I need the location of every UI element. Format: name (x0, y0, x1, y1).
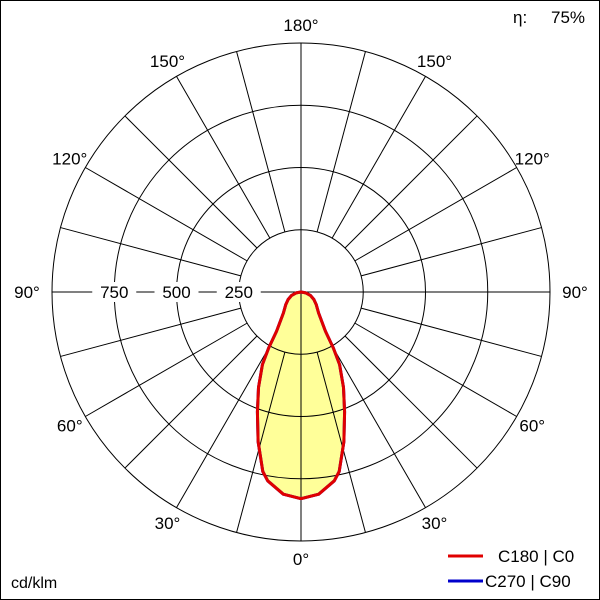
angle-label-60: 60° (519, 417, 545, 436)
grid-spoke-285 (60, 307, 242, 357)
grid-spoke-240 (85, 167, 248, 262)
angle-label-150: 150° (417, 52, 452, 71)
grid-spoke-195 (236, 51, 286, 233)
angle-label-90: 90° (14, 283, 40, 302)
grid-spoke-60 (354, 322, 517, 417)
angle-label-90: 90° (562, 283, 588, 302)
tick-label-bg (92, 282, 137, 302)
grid-spoke-15 (316, 351, 366, 533)
angle-label-bg (5, 282, 49, 302)
grid-spoke-75 (360, 307, 542, 357)
grid-spoke-150 (331, 76, 426, 239)
series-curve-c180-c0 (255, 290, 347, 501)
grid-spoke-300 (85, 322, 248, 417)
grid-spoke-225 (124, 115, 258, 249)
radial-tick-label: 500 (162, 283, 190, 302)
grid-spoke-210 (176, 76, 271, 239)
grid-spoke-165 (316, 51, 366, 233)
grid-spoke-315 (124, 335, 258, 469)
angle-label-120: 120° (515, 150, 550, 169)
angle-label-60: 60° (57, 417, 83, 436)
efficiency-label: η: (513, 8, 527, 27)
tick-label-bg (154, 282, 199, 302)
grid-spoke-120 (354, 167, 517, 262)
grid-spoke-135 (344, 115, 478, 249)
grid-spoke-105 (360, 227, 542, 277)
angle-label-150: 150° (150, 52, 185, 71)
grid-spoke-345 (236, 351, 286, 533)
angle-label-0: 0° (293, 550, 309, 569)
unit-label: cd/klm (11, 575, 57, 592)
grid-spoke-45 (344, 335, 478, 469)
tick-label-bg (216, 282, 261, 302)
radial-tick-label: 250 (225, 283, 253, 302)
legend-label-c270-c90: C270 | C90 (485, 572, 571, 591)
grid-spoke-255 (60, 227, 242, 277)
angle-label-30: 30° (422, 514, 448, 533)
angle-label-bg (553, 282, 597, 302)
angle-label-30: 30° (155, 514, 181, 533)
angle-label-180: 180° (283, 16, 318, 35)
angle-label-120: 120° (52, 150, 87, 169)
legend-label-c180-c0: C180 | C0 (498, 547, 574, 566)
efficiency-value: 75% (551, 8, 585, 27)
grid-spoke-330 (176, 345, 271, 508)
radial-tick-label: 750 (100, 283, 128, 302)
grid-spoke-30 (331, 345, 426, 508)
